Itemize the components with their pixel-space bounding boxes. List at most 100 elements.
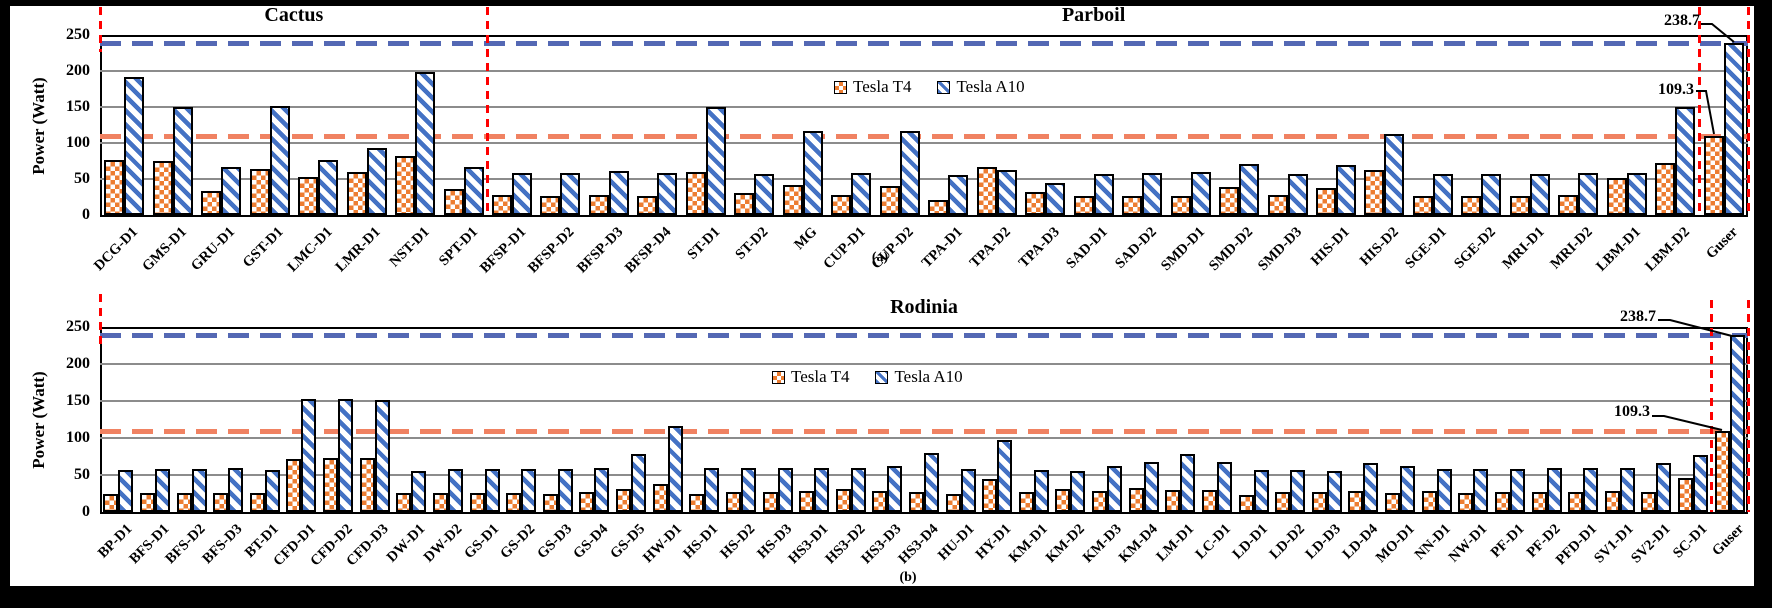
bar-tesla-a10-TPA-D3 bbox=[1045, 183, 1066, 215]
tesla-a10-swatch-icon bbox=[937, 80, 951, 94]
bar-tesla-a10-LD-D1 bbox=[1253, 469, 1269, 512]
gridline-150 bbox=[100, 400, 1748, 402]
legend-entry-tesla-a10: Tesla A10 bbox=[875, 367, 963, 387]
bar-tesla-a10-HW-D1 bbox=[667, 426, 683, 512]
bar-tesla-a10-BT-D1 bbox=[264, 469, 280, 512]
bar-tesla-a10-SGE-D1 bbox=[1432, 173, 1453, 215]
bar-tesla-t4-Guser bbox=[1714, 431, 1730, 512]
bar-tesla-t4-DCG-D1 bbox=[104, 160, 125, 215]
bar-tesla-t4-NW-D1 bbox=[1458, 492, 1474, 512]
bar-tesla-a10-BFS-D2 bbox=[191, 469, 207, 512]
bar-tesla-t4-BFS-D1 bbox=[139, 492, 155, 512]
a10-average-line bbox=[100, 40, 1748, 46]
bar-tesla-t4-GMS-D1 bbox=[152, 161, 173, 215]
bar-tesla-t4-GS-D3 bbox=[542, 493, 558, 512]
bar-tesla-a10-Guser bbox=[1723, 43, 1744, 215]
bar-tesla-a10-CFD-D3 bbox=[374, 399, 390, 512]
bar-tesla-t4-LMC-D1 bbox=[298, 176, 319, 215]
bar-tesla-t4-TPA-D1 bbox=[928, 199, 949, 215]
bar-tesla-t4-LD-D2 bbox=[1275, 492, 1291, 512]
gridline-50 bbox=[100, 178, 1748, 180]
suite-divider bbox=[98, 7, 102, 52]
gridline-150 bbox=[100, 106, 1748, 108]
y-tick-label: 50 bbox=[74, 466, 90, 483]
bar-tesla-t4-LD-D1 bbox=[1238, 494, 1254, 512]
t4-average-line bbox=[100, 133, 1748, 139]
section-title-rodinia: Rodinia bbox=[890, 296, 958, 318]
bar-tesla-t4-BFSP-D4 bbox=[637, 195, 658, 215]
bar-tesla-t4-BFSP-D2 bbox=[540, 195, 561, 215]
bar-tesla-a10-NW-D1 bbox=[1473, 469, 1489, 512]
bar-tesla-t4-BT-D1 bbox=[249, 492, 265, 512]
bar-tesla-a10-KM-D4 bbox=[1143, 461, 1159, 512]
t4-average-line bbox=[100, 428, 1748, 434]
bar-tesla-t4-SMD-D1 bbox=[1170, 196, 1191, 215]
bar-tesla-a10-LMC-D1 bbox=[318, 159, 339, 215]
bar-tesla-t4-HY-D1 bbox=[982, 479, 998, 512]
bar-tesla-a10-BFSP-D1 bbox=[512, 173, 532, 215]
bar-tesla-a10-HU-D1 bbox=[960, 469, 976, 512]
bar-tesla-a10-DW-D1 bbox=[411, 470, 427, 512]
bar-tesla-t4-GST-D1 bbox=[249, 168, 270, 215]
bar-tesla-t4-SMD-D3 bbox=[1267, 194, 1288, 215]
legend-b: Tesla T4 Tesla A10 bbox=[772, 367, 963, 387]
bar-tesla-a10-HS3-D1 bbox=[814, 468, 830, 512]
bar-tesla-a10-SMD-D1 bbox=[1190, 171, 1211, 215]
bar-tesla-a10-GS-D1 bbox=[484, 469, 500, 512]
bar-tesla-t4-HS-D3 bbox=[762, 492, 778, 512]
y-tick-label: 250 bbox=[66, 318, 90, 335]
bar-tesla-a10-CFD-D2 bbox=[338, 398, 354, 512]
y-tick-label: 200 bbox=[66, 355, 90, 372]
bar-tesla-a10-HS-D3 bbox=[777, 467, 793, 512]
gridline-100 bbox=[100, 142, 1748, 144]
bar-tesla-t4-MRI-D1 bbox=[1509, 196, 1530, 215]
bar-tesla-t4-KM-D2 bbox=[1055, 489, 1071, 512]
bar-tesla-t4-HIS-D1 bbox=[1316, 188, 1336, 215]
bar-tesla-a10-SAD-D2 bbox=[1142, 172, 1163, 215]
bar-tesla-a10-LM-D1 bbox=[1180, 454, 1196, 512]
bar-tesla-a10-LC-D1 bbox=[1216, 462, 1232, 512]
legend-entry-tesla-t4: Tesla T4 bbox=[772, 367, 849, 387]
section-title-cactus: Cactus bbox=[264, 4, 324, 26]
bar-tesla-a10-NST-D1 bbox=[415, 71, 436, 215]
bar-tesla-t4-CFD-D2 bbox=[323, 457, 339, 512]
legend-label-tesla-t4: Tesla T4 bbox=[791, 367, 850, 386]
bar-tesla-t4-GS-D1 bbox=[469, 492, 485, 512]
bar-tesla-t4-HS-D1 bbox=[689, 494, 705, 512]
bar-tesla-a10-HIS-D1 bbox=[1336, 164, 1356, 215]
bar-tesla-a10-GS-D4 bbox=[594, 467, 610, 512]
suite-divider bbox=[486, 7, 490, 215]
bar-tesla-a10-PF-D1 bbox=[1509, 469, 1525, 512]
bar-tesla-t4-LD-D4 bbox=[1348, 491, 1364, 512]
bar-tesla-a10-LMR-D1 bbox=[366, 148, 387, 215]
bar-tesla-t4-PFD-D1 bbox=[1568, 492, 1584, 512]
bar-tesla-t4-NN-D1 bbox=[1421, 491, 1437, 512]
bar-tesla-t4-GS-D2 bbox=[506, 492, 522, 512]
legend-entry-tesla-t4: Tesla T4 bbox=[834, 77, 911, 97]
bar-tesla-a10-HS3-D4 bbox=[924, 452, 939, 512]
bar-tesla-t4-BFS-D3 bbox=[213, 492, 229, 512]
bar-tesla-t4-Guser bbox=[1703, 136, 1724, 215]
bar-tesla-a10-SMD-D2 bbox=[1239, 163, 1260, 215]
bar-tesla-a10-SGE-D2 bbox=[1481, 173, 1502, 215]
y-tick-label: 100 bbox=[66, 134, 90, 151]
bar-tesla-a10-KM-D2 bbox=[1070, 470, 1086, 512]
suite-divider bbox=[1709, 300, 1713, 512]
bar-tesla-a10-CFD-D1 bbox=[301, 398, 317, 512]
bar-tesla-t4-GRU-D1 bbox=[201, 191, 222, 215]
bar-tesla-t4-SPT-D1 bbox=[443, 189, 464, 215]
panel-label-a: (a) bbox=[871, 250, 889, 265]
bar-tesla-t4-CUP-D1 bbox=[831, 194, 852, 215]
bar-tesla-a10-HS-D2 bbox=[740, 468, 756, 512]
bar-tesla-t4-BFSP-D1 bbox=[492, 194, 512, 215]
bar-tesla-a10-DCG-D1 bbox=[124, 76, 145, 215]
gridline-200 bbox=[100, 363, 1748, 365]
suite-divider bbox=[1746, 300, 1750, 512]
bar-tesla-t4-LC-D1 bbox=[1201, 489, 1217, 512]
bar-tesla-a10-KM-D3 bbox=[1107, 466, 1123, 512]
suite-divider bbox=[1746, 7, 1750, 215]
a10-average-line bbox=[100, 332, 1748, 338]
bar-tesla-a10-HS3-D3 bbox=[887, 466, 903, 512]
bar-tesla-a10-HS3-D2 bbox=[850, 467, 866, 512]
bar-tesla-t4-BFS-D2 bbox=[176, 492, 192, 512]
